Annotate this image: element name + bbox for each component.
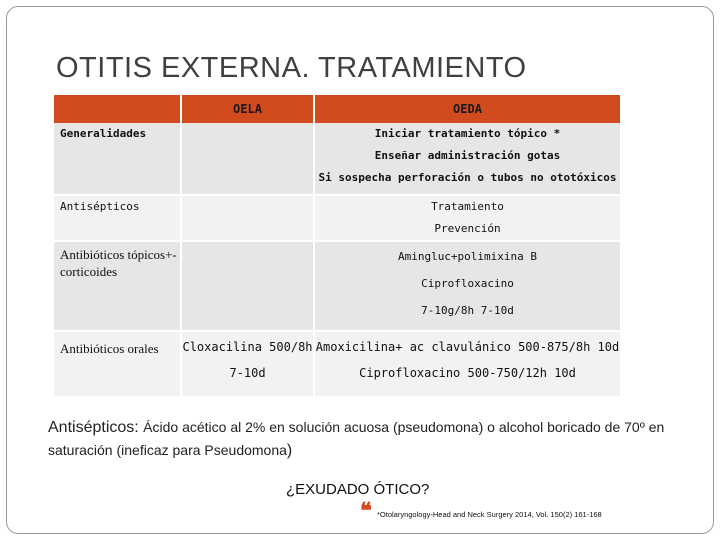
oeda-cell: Tratamiento Prevención	[314, 195, 620, 242]
oeda-cell: Amingluc+polimixina B Ciprofloxacino 7-1…	[314, 241, 620, 332]
oeda-line: Enseñar administración gotas	[374, 149, 561, 162]
table-row-antisepticos: Antisépticos Tratamiento Prevención	[54, 195, 620, 242]
row-label: Antibióticos orales	[54, 331, 182, 398]
treatment-table: OELA OEDA Generalidades Iniciar tratamie…	[54, 95, 620, 398]
oela-line: 7-10d	[229, 366, 266, 380]
exudado-question: ¿EXUDADO ÓTICO?	[286, 481, 430, 498]
slide-frame	[6, 6, 714, 534]
oeda-line: Amoxicilina+ ac clavulánico 500-875/8h 1…	[315, 340, 620, 354]
oeda-line: Si sospecha perforación o tubos no ototó…	[318, 171, 617, 184]
oeda-line: Ciprofloxacino 500-750/12h 10d	[359, 366, 576, 380]
header-oela: OELA	[181, 95, 315, 123]
oeda-line: Ciprofloxacino	[421, 277, 514, 290]
oeda-line: 7-10g/8h 7-10d	[421, 304, 514, 317]
oela-line: Cloxacilina 500/8h	[182, 340, 313, 354]
header-empty	[54, 95, 182, 123]
table-row-antibioticos-orales: Antibióticos orales Cloxacilina 500/8h 7…	[54, 331, 620, 398]
note-lead: Antisépticos:	[48, 419, 144, 436]
oeda-cell: Iniciar tratamiento tópico * Enseñar adm…	[314, 123, 620, 196]
note-tail: )	[286, 442, 293, 459]
oeda-line: Amingluc+polimixina B	[397, 250, 538, 263]
antisepticos-note: Antisépticos: Ácido acético al 2% en sol…	[48, 416, 698, 462]
oela-cell-empty	[181, 241, 315, 332]
table-row-antibioticos-topicos: Antibióticos tópicos+- corticoides Aming…	[54, 241, 620, 332]
oela-cell-empty	[181, 195, 315, 242]
quote-icon: ❝	[360, 498, 372, 524]
oeda-line: Prevención	[434, 222, 501, 235]
row-label: Antisépticos	[54, 195, 182, 242]
table-row-generalidades: Generalidades Iniciar tratamiento tópico…	[54, 123, 620, 196]
note-body: Ácido acético al 2% en solución acuosa (…	[48, 419, 665, 458]
oeda-cell: Amoxicilina+ ac clavulánico 500-875/8h 1…	[314, 331, 620, 398]
row-label: Generalidades	[54, 123, 182, 196]
reference-citation: *Otolaryngology-Head and Neck Surgery 20…	[377, 510, 602, 519]
oeda-line: Tratamiento	[431, 200, 504, 213]
oela-cell: Cloxacilina 500/8h 7-10d	[181, 331, 315, 398]
row-label: Antibióticos tópicos+- corticoides	[54, 241, 182, 332]
oeda-line: Iniciar tratamiento tópico *	[374, 127, 561, 140]
table-header-row: OELA OEDA	[54, 95, 620, 123]
slide-title: OTITIS EXTERNA. TRATAMIENTO	[56, 52, 527, 84]
header-oeda: OEDA	[314, 95, 620, 123]
oela-cell-empty	[181, 123, 315, 196]
